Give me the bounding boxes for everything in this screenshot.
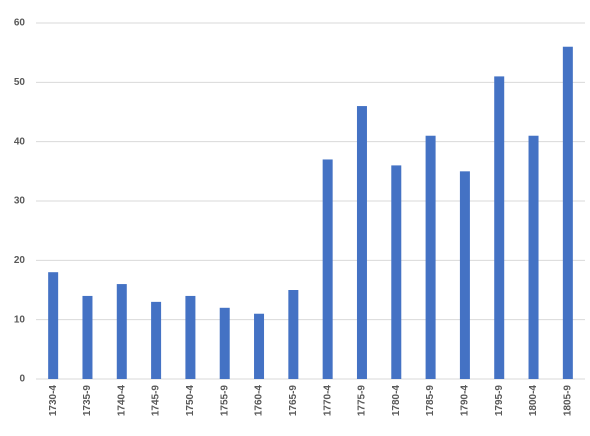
x-tick-label: 1765-9 bbox=[288, 385, 299, 417]
bar bbox=[254, 313, 265, 379]
x-tick-label: 1750-4 bbox=[185, 385, 196, 417]
x-tick-label: 1780-4 bbox=[391, 385, 402, 417]
x-tick-label: 1785-9 bbox=[425, 385, 436, 417]
y-tick-label: 0 bbox=[19, 374, 25, 385]
y-tick-label: 50 bbox=[14, 77, 26, 88]
bar bbox=[459, 171, 470, 379]
x-tick-label: 1805-9 bbox=[562, 385, 573, 417]
bar bbox=[116, 284, 127, 379]
bar bbox=[185, 295, 196, 379]
bar bbox=[151, 301, 162, 379]
bar bbox=[528, 135, 539, 379]
bar bbox=[288, 290, 299, 379]
bar bbox=[322, 159, 333, 379]
bar bbox=[356, 106, 367, 380]
y-tick-label: 30 bbox=[14, 196, 26, 207]
bar bbox=[494, 76, 505, 380]
bar bbox=[391, 165, 402, 379]
x-tick-label: 1790-4 bbox=[460, 385, 471, 417]
x-tick-label: 1755-9 bbox=[219, 385, 230, 417]
bar bbox=[82, 295, 93, 379]
x-tick-label: 1770-4 bbox=[322, 385, 333, 417]
y-tick-label: 60 bbox=[14, 18, 26, 29]
x-tick-label: 1745-9 bbox=[151, 385, 162, 417]
x-tick-label: 1740-4 bbox=[116, 385, 127, 417]
x-tick-label: 1760-4 bbox=[254, 385, 265, 417]
x-tick-label: 1735-9 bbox=[82, 385, 93, 417]
x-tick-label: 1730-4 bbox=[48, 385, 59, 417]
x-tick-label: 1795-9 bbox=[494, 385, 505, 417]
x-tick-label: 1775-9 bbox=[357, 385, 368, 417]
x-tick-label: 1800-4 bbox=[528, 385, 539, 417]
y-tick-label: 10 bbox=[14, 314, 26, 325]
y-tick-label: 40 bbox=[14, 136, 26, 147]
bar bbox=[219, 307, 230, 379]
y-tick-label: 20 bbox=[14, 255, 26, 266]
bar bbox=[48, 272, 59, 379]
bar bbox=[425, 135, 436, 379]
bar bbox=[562, 46, 573, 379]
